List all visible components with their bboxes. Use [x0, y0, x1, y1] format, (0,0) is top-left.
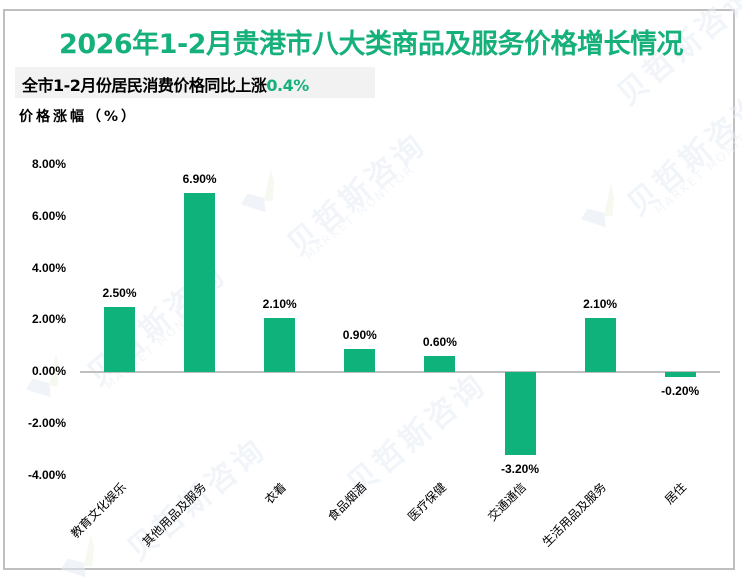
bar [104, 307, 135, 372]
y-axis-title: 价格涨幅（%） [19, 109, 139, 125]
y-tick-label: 0.00% [31, 364, 66, 378]
x-axis-line [80, 371, 720, 373]
bar [424, 356, 456, 372]
chart-frame [3, 9, 735, 570]
bar-value-label: 0.90% [342, 327, 377, 342]
bar [504, 372, 536, 455]
subtitle: 全市1-2月份居民消费价格同比上涨0.4% [22, 72, 309, 96]
bar [184, 193, 216, 372]
bar-value-label: 6.90% [182, 172, 217, 187]
bar-value-label: -3.20% [500, 461, 540, 476]
bar-value-label: 2.50% [102, 286, 137, 301]
y-tick-label: -2.00% [27, 416, 66, 430]
bar-value-label: 2.10% [583, 296, 618, 311]
bar-value-label: 2.10% [262, 296, 297, 311]
subtitle-box [15, 67, 375, 98]
y-tick-label: -4.00% [27, 468, 66, 482]
bar [664, 372, 696, 378]
bar-value-label: -0.20% [661, 384, 700, 399]
y-tick-label: 8.00% [31, 157, 66, 171]
subtitle-text: 全市1-2月份居民消费价格同比上涨 [22, 76, 267, 95]
y-tick-label: 4.00% [31, 261, 66, 275]
y-tick-label: 6.00% [31, 209, 66, 223]
bar-value-label: 0.60% [422, 335, 457, 350]
y-tick-label: 2.00% [31, 312, 66, 326]
subtitle-highlight-value: 0.4% [266, 76, 309, 95]
bar [344, 348, 376, 372]
chart-title: 2026年1-2月贵港市八大类商品及服务价格增长情况 [59, 29, 683, 60]
bar [264, 317, 296, 372]
bar [584, 317, 616, 372]
